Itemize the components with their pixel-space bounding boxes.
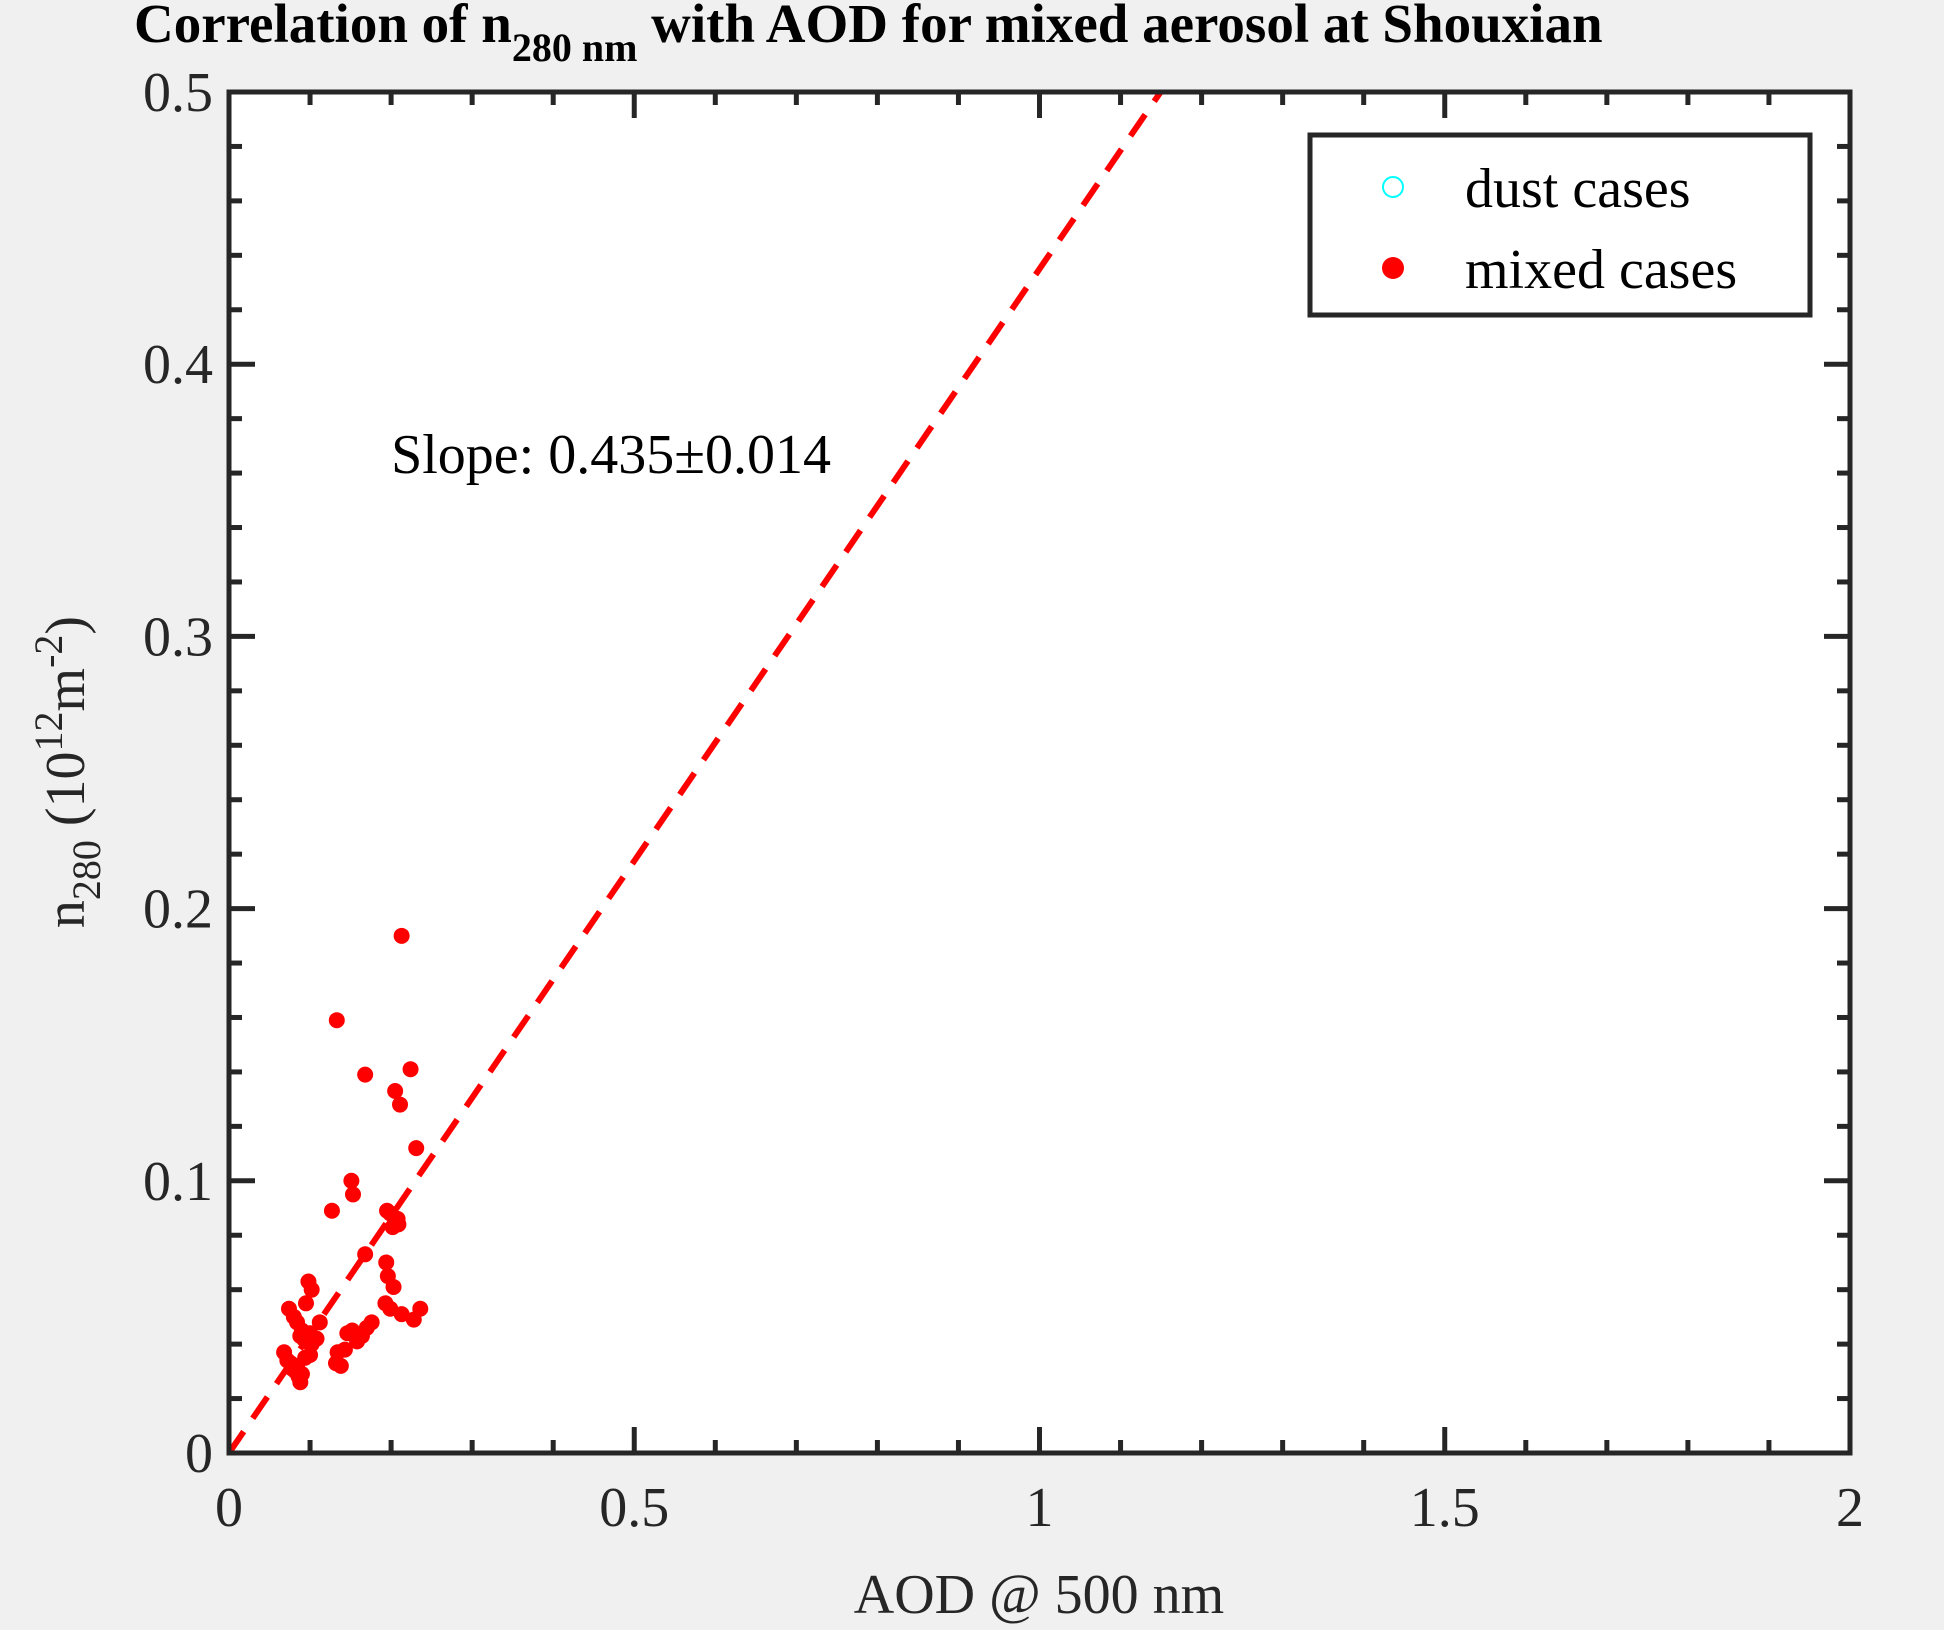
scatter-points xyxy=(276,927,429,1391)
legend-label-dust: dust cases xyxy=(1465,158,1691,220)
x-tick-label: 2 xyxy=(1836,1477,1864,1539)
data-point xyxy=(308,1330,325,1347)
data-point xyxy=(393,927,410,944)
data-point xyxy=(323,1202,340,1219)
data-point xyxy=(289,1357,306,1374)
data-point xyxy=(412,1300,429,1317)
data-point xyxy=(402,1061,419,1078)
data-point xyxy=(297,1295,314,1312)
y-tick-label: 0.5 xyxy=(143,62,213,124)
y-tick-label: 0.4 xyxy=(143,334,213,396)
x-tick-label: 0.5 xyxy=(599,1477,669,1539)
legend: dust cases mixed cases xyxy=(1307,132,1813,318)
x-tick-label: 1.5 xyxy=(1410,1477,1480,1539)
data-point xyxy=(392,1096,409,1113)
legend-box xyxy=(1307,132,1813,318)
y-tick-label: 0.1 xyxy=(143,1151,213,1213)
data-point xyxy=(328,1012,345,1029)
data-point xyxy=(345,1186,362,1203)
data-point xyxy=(292,1374,309,1391)
data-point xyxy=(336,1341,353,1358)
data-point xyxy=(302,1347,319,1364)
data-point xyxy=(393,1306,410,1323)
data-point xyxy=(311,1314,328,1331)
y-tick-label: 0 xyxy=(185,1423,213,1485)
x-tick-label: 1 xyxy=(1026,1477,1054,1539)
fit-line xyxy=(226,90,1164,1455)
legend-marker-dust xyxy=(1382,176,1404,198)
data-point xyxy=(363,1314,380,1331)
data-point xyxy=(387,1082,404,1099)
x-tick-label: 0 xyxy=(215,1477,243,1539)
x-tick-labels: 0 0.5 1 1.5 2 xyxy=(215,1477,1864,1539)
data-point xyxy=(343,1172,360,1189)
data-point xyxy=(357,1066,374,1083)
data-point xyxy=(385,1278,402,1295)
y-tick-label: 0.3 xyxy=(143,606,213,668)
y-tick-labels: 0 0.1 0.2 0.3 0.4 0.5 xyxy=(143,62,213,1485)
plot-area xyxy=(229,92,1850,1453)
legend-label-mixed: mixed cases xyxy=(1465,239,1737,301)
legend-marker-mixed xyxy=(1382,257,1404,279)
data-point xyxy=(408,1140,425,1157)
y-tick-label: 0.2 xyxy=(143,879,213,941)
axes-box xyxy=(226,89,1853,1456)
fit-line-layer xyxy=(226,90,1164,1455)
x-axis-label: AOD @ 500 nm xyxy=(854,1564,1224,1626)
data-point xyxy=(378,1254,395,1271)
data-point xyxy=(390,1216,407,1233)
data-point xyxy=(303,1281,320,1298)
slope-annotation: Slope: 0.435±0.014 xyxy=(391,424,831,486)
data-point xyxy=(327,1355,344,1372)
data-point xyxy=(357,1246,374,1263)
y-axis-label: n280 (1012m-2) xyxy=(26,616,109,928)
chart-title: Correlation of n280 nm with AOD for mixe… xyxy=(134,0,1603,70)
